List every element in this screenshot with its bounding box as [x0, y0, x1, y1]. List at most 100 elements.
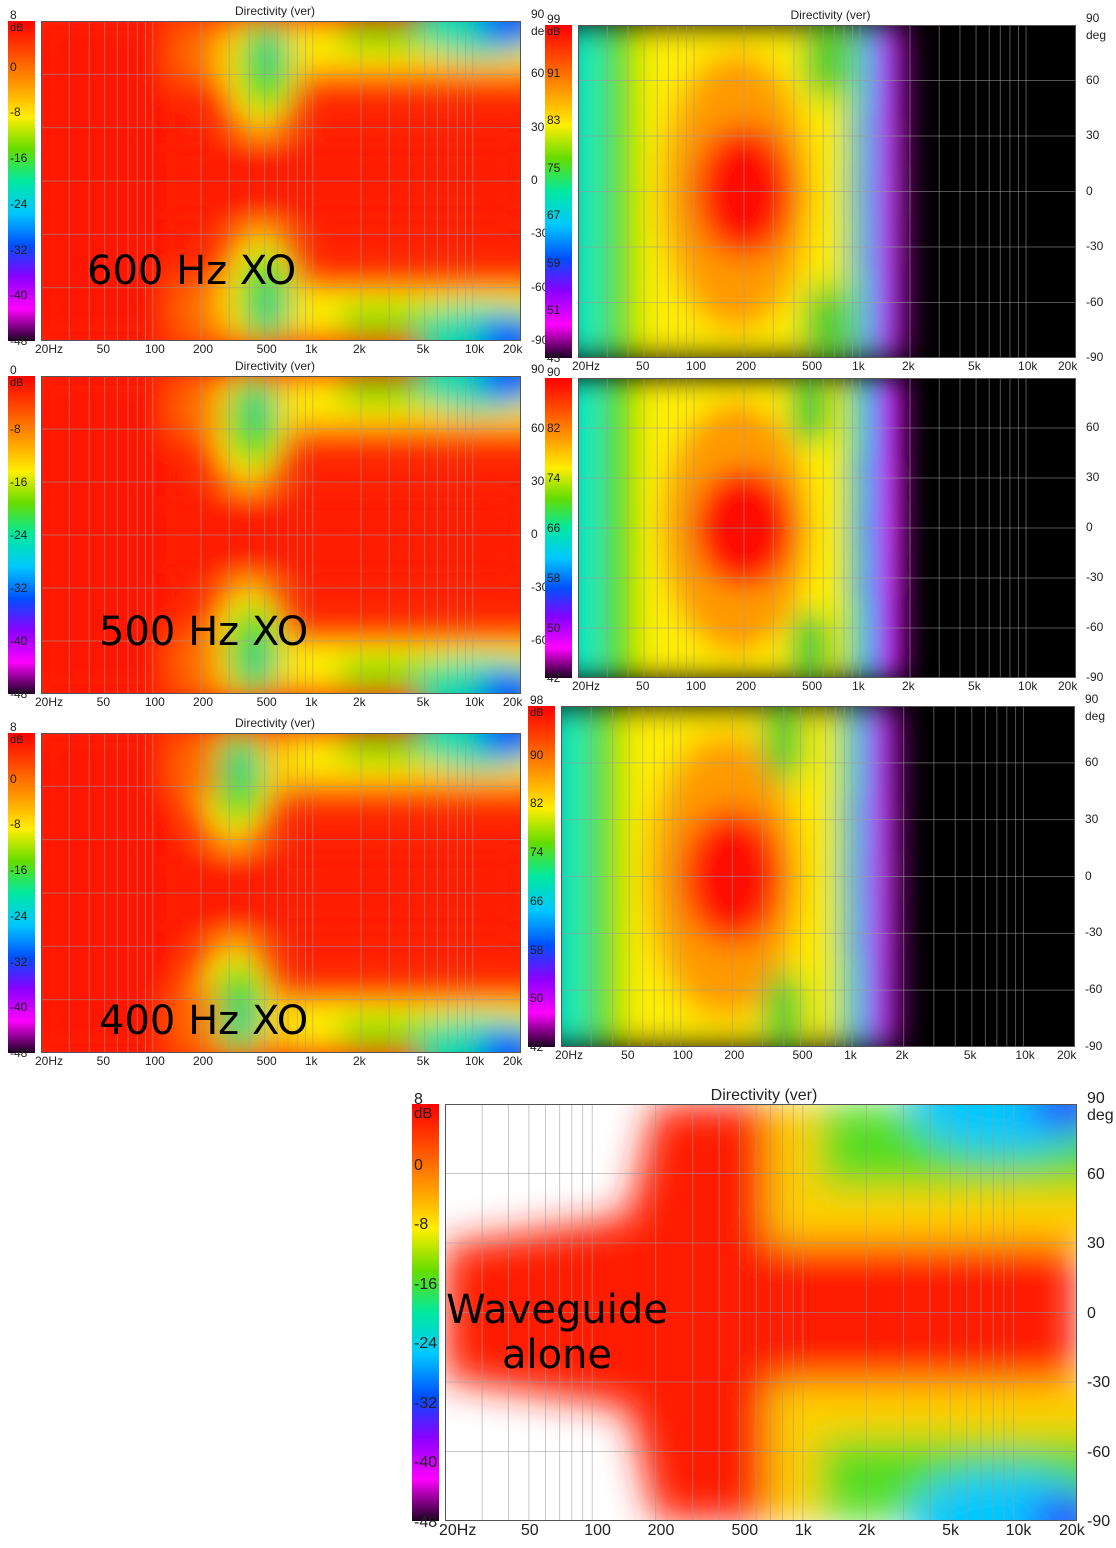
y-axis-tick: 30: [1087, 1235, 1105, 1252]
y-axis-tick: 30: [531, 474, 545, 488]
x-axis-tick: 50: [636, 679, 650, 693]
heatmap-plot: [41, 376, 521, 694]
x-axis-tick: 500: [256, 342, 277, 356]
x-axis-tick: 500: [256, 1054, 277, 1068]
color-scale-tick: -24: [10, 528, 28, 542]
x-axis-tick: 200: [736, 359, 757, 373]
x-axis-tick: 500: [792, 1048, 813, 1062]
x-axis-tick: 20k: [1057, 1048, 1077, 1062]
y-axis-tick: 30: [1086, 470, 1100, 484]
crossover-label: 400 Hz XO: [99, 998, 309, 1044]
x-axis-tick: 5k: [416, 1054, 430, 1068]
color-scale-tick: -48: [10, 334, 28, 348]
color-scale-unit: dB: [414, 1105, 433, 1122]
x-axis-tick: 1k: [794, 1522, 812, 1539]
color-scale-tick: 66: [547, 521, 561, 535]
color-scale-tick: 90: [530, 747, 544, 762]
panel-title: Directivity (ver): [235, 4, 315, 18]
color-scale-tick: 51: [547, 303, 561, 318]
color-scale-tick: 75: [547, 160, 561, 175]
y-axis-tick: 60: [1086, 72, 1100, 87]
x-axis-tick: 1k: [844, 1048, 857, 1062]
color-scale-tick: 42: [530, 1040, 544, 1054]
color-scale-tick: -48: [414, 1514, 438, 1531]
y-axis-tick: -60: [1086, 294, 1104, 309]
color-scale-tick: 0: [10, 771, 17, 786]
color-scale-tick: 0: [10, 363, 17, 377]
heatmap-plot: [578, 378, 1076, 678]
color-scale-unit: dB: [547, 26, 561, 38]
directivity-panel-600hz: Directivity (ver) 600 Hz XO dB deg 8 0 -8-…: [8, 0, 551, 358]
color-scale-tick: 67: [547, 208, 561, 223]
color-scale-tick: -32: [414, 1394, 438, 1412]
color-scale-tick: 82: [547, 421, 561, 435]
color-scale-tick: -8: [10, 422, 21, 436]
y-axis-tick: 30: [1086, 128, 1100, 142]
panel-title: Directivity (ver): [235, 359, 315, 373]
color-scale-bar: [545, 378, 572, 678]
x-axis-tick: 2k: [353, 342, 366, 356]
x-axis-tick: 200: [736, 679, 757, 693]
y-axis-tick: -60: [1085, 982, 1103, 997]
x-axis-tick: 10k: [464, 342, 485, 356]
y-axis-tick: -60: [531, 279, 549, 294]
color-scale-tick: 50: [547, 621, 561, 635]
y-axis-tick: -90: [1085, 1039, 1103, 1053]
x-axis-tick: 20Hz: [35, 1054, 64, 1068]
color-scale-tick: -40: [414, 1454, 438, 1472]
x-axis-tick: 50: [96, 1054, 111, 1068]
color-scale-bar: [545, 25, 572, 358]
color-scale-tick: -16: [10, 151, 28, 166]
x-axis-tick: 20k: [503, 342, 523, 356]
x-axis-tick: 10k: [464, 1054, 485, 1068]
y-axis-unit: deg: [1087, 1107, 1114, 1124]
color-scale-tick: -32: [10, 242, 28, 257]
color-scale-tick: -48: [10, 687, 28, 701]
y-axis-tick: -30: [1085, 925, 1103, 940]
y-axis-tick: 0: [531, 173, 538, 187]
color-scale-tick: 59: [547, 255, 561, 270]
y-axis-tick: -90: [1087, 1513, 1111, 1530]
panel-title: Directivity (ver): [235, 716, 315, 730]
y-axis-tick: 0: [1085, 868, 1092, 883]
color-scale-tick: -48: [10, 1046, 28, 1060]
color-scale-bar: [8, 21, 35, 341]
x-axis-tick: 2k: [902, 359, 915, 373]
y-axis-unit: deg: [1085, 709, 1106, 723]
x-axis-tick: 20k: [1059, 1522, 1085, 1539]
color-scale-tick: -16: [10, 863, 28, 878]
y-axis-tick: -30: [1086, 239, 1104, 253]
y-axis-tick: -60: [1086, 620, 1104, 634]
color-scale-bar: [8, 733, 35, 1053]
x-axis-tick: 50: [520, 1522, 539, 1539]
x-axis-tick: 20Hz: [35, 342, 64, 356]
color-scale-unit: dB: [10, 22, 24, 34]
color-scale-tick: 58: [530, 942, 544, 957]
color-scale-tick: 74: [547, 471, 561, 485]
x-axis-tick: 50: [621, 1048, 635, 1062]
heatmap-plot: [578, 25, 1076, 358]
x-axis-tick: 10k: [1015, 1048, 1035, 1062]
x-axis-tick: 200: [193, 342, 214, 356]
heatmap-plot: [41, 733, 521, 1053]
color-scale-bar: [8, 376, 35, 694]
x-axis-tick: 10k: [1018, 679, 1038, 693]
y-axis-tick: 0: [531, 527, 538, 541]
panel-title: Directivity (ver): [790, 8, 871, 22]
x-axis-tick: 5k: [963, 1048, 977, 1062]
y-axis-tick: -90: [1086, 670, 1104, 684]
color-scale-tick: 42: [547, 671, 561, 685]
y-axis-unit: deg: [1086, 28, 1107, 42]
color-scale-tick: 99: [547, 12, 561, 26]
color-scale-tick: 90: [547, 365, 561, 379]
x-axis-tick: 20k: [503, 695, 523, 709]
y-axis-tick: -30: [1087, 1374, 1111, 1391]
x-axis-tick: 20k: [503, 1054, 523, 1068]
y-axis-tick: 0: [1086, 520, 1093, 534]
color-scale-tick: -16: [414, 1275, 438, 1293]
x-axis-tick: 1k: [304, 695, 318, 709]
color-scale-bar: [528, 706, 555, 1047]
y-axis-tick: 30: [531, 119, 545, 134]
x-axis-tick: 5k: [942, 1522, 960, 1539]
color-scale-tick: -24: [414, 1335, 438, 1353]
